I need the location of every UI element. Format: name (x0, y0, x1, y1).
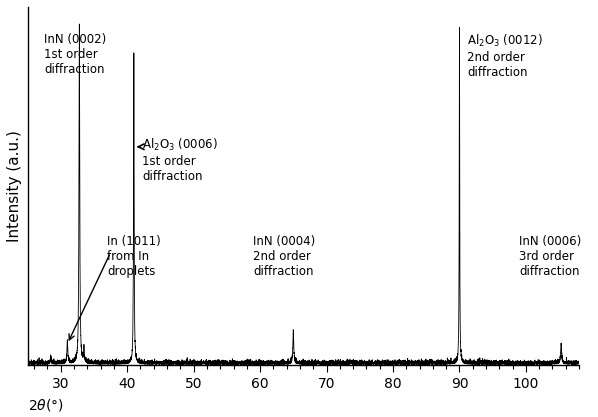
Text: Al$_2$O$_3$ (0006)
1st order
diffraction: Al$_2$O$_3$ (0006) 1st order diffraction (142, 136, 218, 183)
Text: In (1011)
from In
droplets: In (1011) from In droplets (107, 236, 161, 279)
Text: InN (0004)
2nd order
diffraction: InN (0004) 2nd order diffraction (254, 236, 316, 279)
Text: $2\theta(°)$: $2\theta(°)$ (28, 397, 63, 413)
Y-axis label: Intensity (a.u.): Intensity (a.u.) (7, 130, 22, 242)
Text: Al$_2$O$_3$ (0012)
2nd order
diffraction: Al$_2$O$_3$ (0012) 2nd order diffraction (468, 33, 543, 79)
Text: InN (0006)
3rd order
diffraction: InN (0006) 3rd order diffraction (519, 236, 581, 279)
Text: InN (0002)
1st order
diffraction: InN (0002) 1st order diffraction (44, 33, 106, 75)
